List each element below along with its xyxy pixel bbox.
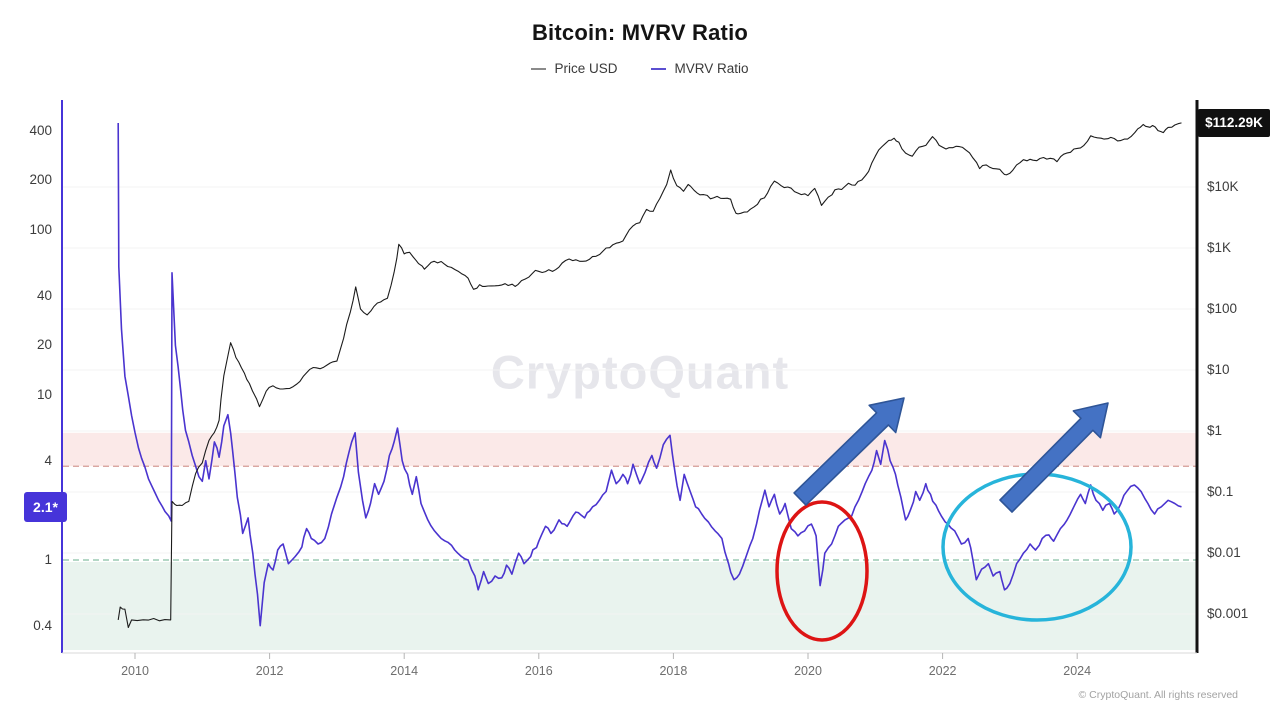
right-axis-tick: $1K: [1207, 240, 1232, 255]
right-axis-tick: $100: [1207, 301, 1238, 316]
x-axis-tick: 2020: [794, 664, 822, 678]
left-axis-tick: 4: [44, 452, 52, 468]
x-axis-tick: 2014: [390, 664, 419, 678]
undervalued-band: [63, 562, 1196, 650]
mvrv-current-value-badge: 2.1*: [24, 491, 67, 522]
left-axis-tick: 100: [29, 222, 52, 237]
page-title: Bitcoin: MVRV Ratio: [531, 20, 749, 45]
x-axis-tick: 2012: [255, 664, 284, 678]
legend-item-mvrv: MVRV Ratio: [651, 61, 749, 76]
left-axis-tick: 1: [44, 552, 52, 567]
x-axis-tick: 2022: [928, 664, 957, 678]
overvalued-band: [63, 432, 1196, 467]
right-axis-tick: $1: [1207, 423, 1223, 438]
right-axis-tick: $0.01: [1207, 545, 1241, 560]
right-axis-tick: $10K: [1207, 179, 1239, 194]
price-line-swatch: [531, 67, 547, 70]
right-axis-tick: $10: [1207, 362, 1230, 377]
left-axis-tick: 10: [36, 387, 52, 402]
cryptoquant-watermark: CryptoQuant: [490, 345, 790, 399]
x-axis-tick: 2018: [659, 664, 688, 678]
left-axis-tick: 20: [36, 337, 52, 353]
x-axis-tick: 2024: [1063, 664, 1092, 678]
legend-label-price: Price USD: [554, 61, 618, 76]
left-axis-tick: 40: [36, 287, 52, 303]
legend-label-mvrv: MVRV Ratio: [674, 61, 749, 76]
left-axis-tick: 400: [29, 122, 52, 138]
copyright-footer: © CryptoQuant. All rights reserved: [1078, 689, 1238, 701]
x-axis-tick: 2010: [121, 664, 149, 678]
right-axis-tick: $0.1: [1207, 484, 1234, 499]
x-axis-tick: 2016: [524, 664, 553, 678]
price-current-value-badge: $112.29K: [1198, 108, 1270, 137]
red-circle-2020-bottom: [775, 500, 869, 642]
legend-item-price: Price USD: [531, 61, 617, 76]
mvrv-line: [117, 122, 1182, 627]
left-axis-tick: 0.4: [33, 617, 52, 633]
up-arrow-2023: [999, 402, 1109, 513]
up-arrow-2020: [793, 397, 905, 506]
mvrv-line-swatch: [651, 67, 667, 70]
legend: Price USD MVRV Ratio: [0, 61, 1280, 76]
price-line: [117, 122, 1182, 629]
right-axis-tick: $0.001: [1207, 606, 1249, 621]
left-axis-tick: 200: [29, 172, 52, 188]
